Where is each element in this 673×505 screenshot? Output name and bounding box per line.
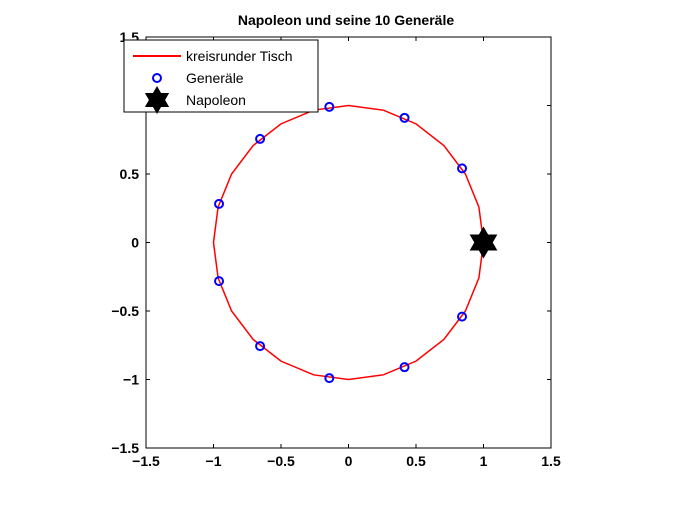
y-tick-label: 0 xyxy=(131,235,139,251)
general-point xyxy=(214,276,225,287)
x-tick-label: 1 xyxy=(480,453,488,469)
x-tick-label: 0.5 xyxy=(406,453,426,469)
x-tick-label: 1.5 xyxy=(541,453,561,469)
general-point xyxy=(324,373,335,384)
general-point xyxy=(255,341,266,352)
series-napoleon xyxy=(469,226,498,259)
y-tick-label: −1.5 xyxy=(111,440,139,456)
legend-label-generals: Generäle xyxy=(186,70,244,86)
general-point xyxy=(399,112,410,123)
legend: kreisrunder Tisch Generäle Napoleon xyxy=(123,39,319,114)
x-tick-label: −0.5 xyxy=(267,453,295,469)
chart-title: Napoleon und seine 10 Generäle xyxy=(238,12,455,28)
y-tick-label: −1 xyxy=(123,372,139,388)
series-line-table xyxy=(212,104,485,381)
legend-marker-napoleon xyxy=(144,86,170,114)
series-generals xyxy=(214,101,468,384)
napoleon-point xyxy=(469,226,498,259)
general-point xyxy=(255,133,266,144)
legend-marker-general xyxy=(152,73,162,83)
x-tick-label: −1 xyxy=(206,453,222,469)
legend-label-napoleon: Napoleon xyxy=(186,92,246,108)
general-point xyxy=(324,101,335,112)
general-point xyxy=(457,163,468,174)
axis-tick-labels: −1.5−1−0.500.511.5−1.5−1−0.500.511.5 xyxy=(111,29,561,469)
x-tick-label: 0 xyxy=(345,453,353,469)
x-tick-label: −1.5 xyxy=(132,453,160,469)
y-tick-label: −0.5 xyxy=(111,303,139,319)
legend-label-table: kreisrunder Tisch xyxy=(186,48,293,64)
y-tick-label: 0.5 xyxy=(120,166,140,182)
general-point xyxy=(214,198,225,209)
general-point xyxy=(399,362,410,373)
general-point xyxy=(457,311,468,322)
